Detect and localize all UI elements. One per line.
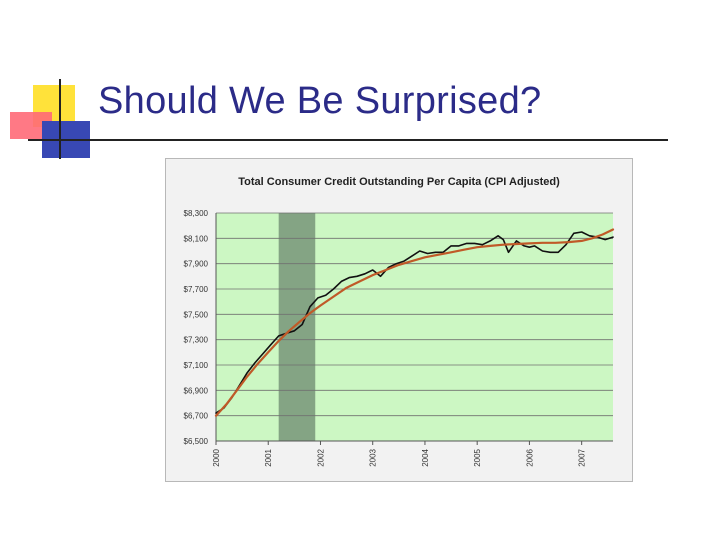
y-tick-label: $6,500 <box>184 437 209 446</box>
y-tick-label: $8,100 <box>184 234 209 243</box>
x-tick-label: 2006 <box>525 448 534 466</box>
plot-background <box>216 213 613 441</box>
x-tick-label: 2007 <box>578 448 587 466</box>
chart-frame: Total Consumer Credit Outstanding Per Ca… <box>165 158 633 482</box>
shaded-region-0 <box>278 213 316 441</box>
y-tick-label: $7,500 <box>184 310 209 319</box>
y-tick-label: $7,700 <box>184 285 209 294</box>
y-tick-label: $6,900 <box>184 386 209 395</box>
y-tick-label: $7,300 <box>184 336 209 345</box>
actual-series-line <box>215 231 614 414</box>
x-tick-labels: 2000 2001 2002 2003 2004 2005 2006 2007 <box>212 448 587 466</box>
x-tick-label: 2003 <box>369 448 378 466</box>
shaded-regions <box>278 213 316 441</box>
y-tick-label: $6,700 <box>184 412 209 421</box>
title-accent-vertical-rule <box>59 79 61 159</box>
y-tick-label: $8,300 <box>184 209 209 218</box>
x-tick-label: 2004 <box>421 448 430 466</box>
x-tick-label: 2000 <box>212 448 221 466</box>
x-tick-label: 2002 <box>316 448 325 466</box>
y-tick-label: $7,100 <box>184 361 209 370</box>
y-tick-labels: $6,500 $6,700 $6,900 $7,100 $7,300 $7,500 $7,7… <box>184 209 209 446</box>
gridlines <box>216 212 613 442</box>
title-underline-rule <box>28 139 668 141</box>
axes <box>215 213 613 445</box>
plot-area <box>216 213 613 441</box>
y-tick-label: $7,900 <box>184 260 209 269</box>
series-lines <box>214 228 615 417</box>
chart-svg: Total Consumer Credit Outstanding Per Ca… <box>184 176 615 467</box>
trend-series-line <box>214 228 615 417</box>
slide-title: Should We Be Surprised? <box>98 80 542 122</box>
x-tick-label: 2001 <box>264 448 273 466</box>
chart-title: Total Consumer Credit Outstanding Per Ca… <box>238 176 560 188</box>
x-tick-label: 2005 <box>473 448 482 466</box>
